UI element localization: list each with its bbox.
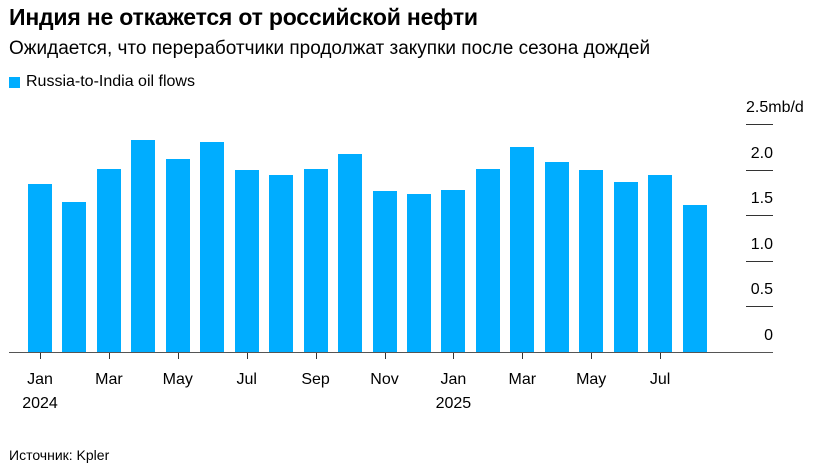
x-tick xyxy=(178,353,179,359)
x-tick xyxy=(385,353,386,359)
x-tick xyxy=(40,353,41,359)
legend-swatch xyxy=(9,76,20,88)
bar xyxy=(441,189,466,352)
bar xyxy=(613,182,638,352)
y-tick-label: 0.5 xyxy=(750,281,773,299)
x-tick-label: Mar xyxy=(95,371,123,388)
bar xyxy=(165,158,190,352)
bar xyxy=(579,169,604,352)
source-note: Источник: Kpler xyxy=(9,447,110,463)
x-tick-label: Jul xyxy=(236,371,257,388)
x-axis-line xyxy=(9,352,773,353)
gridline xyxy=(746,215,773,217)
bar xyxy=(510,146,535,352)
x-year-label: 2025 xyxy=(435,395,472,412)
bar xyxy=(338,154,363,352)
bar xyxy=(131,140,156,352)
gridline xyxy=(746,169,773,171)
x-tick-label: Sep xyxy=(301,371,330,388)
bar xyxy=(648,175,673,352)
gridline xyxy=(746,260,773,262)
bar xyxy=(406,194,431,352)
legend: Russia-to-India oil flows xyxy=(9,73,195,91)
chart-title: Индия не откажется от российской нефти xyxy=(9,4,478,30)
x-tick-label: Jan xyxy=(440,371,467,388)
bar xyxy=(475,168,500,352)
bar xyxy=(269,175,294,352)
x-tick-label: Jan xyxy=(27,371,53,388)
y-tick-label: 0 xyxy=(764,327,773,344)
bar xyxy=(372,190,397,352)
x-tick-label: May xyxy=(162,371,193,388)
x-tick xyxy=(591,353,592,359)
x-tick-label: Nov xyxy=(370,371,399,388)
bar xyxy=(682,205,707,352)
chart-subtitle: Ожидается, что переработчики продолжат з… xyxy=(9,38,651,59)
bar xyxy=(96,168,121,352)
bar xyxy=(200,142,225,352)
x-tick-label: Mar xyxy=(508,371,537,388)
x-tick xyxy=(247,353,248,359)
x-tick xyxy=(453,353,454,359)
x-year-label: 2024 xyxy=(22,395,58,412)
bar xyxy=(62,202,87,352)
bar xyxy=(303,168,328,352)
gridline xyxy=(746,124,773,125)
bar xyxy=(234,169,259,352)
gridline xyxy=(746,306,773,308)
x-tick xyxy=(522,353,523,359)
bar xyxy=(28,184,52,352)
x-tick xyxy=(316,353,317,359)
y-tick-label: 1.5 xyxy=(750,190,773,208)
x-tick-label: May xyxy=(576,371,607,388)
legend-label: Russia-to-India oil flows xyxy=(26,73,195,90)
x-tick-label: Jul xyxy=(649,371,671,388)
x-tick xyxy=(660,353,661,359)
y-tick-label: 2.0 xyxy=(750,144,773,162)
y-tick-label: 1.0 xyxy=(750,235,773,253)
y-tick-label: 2.5mb/d xyxy=(746,99,804,116)
x-tick xyxy=(109,353,110,359)
bar xyxy=(544,162,569,352)
